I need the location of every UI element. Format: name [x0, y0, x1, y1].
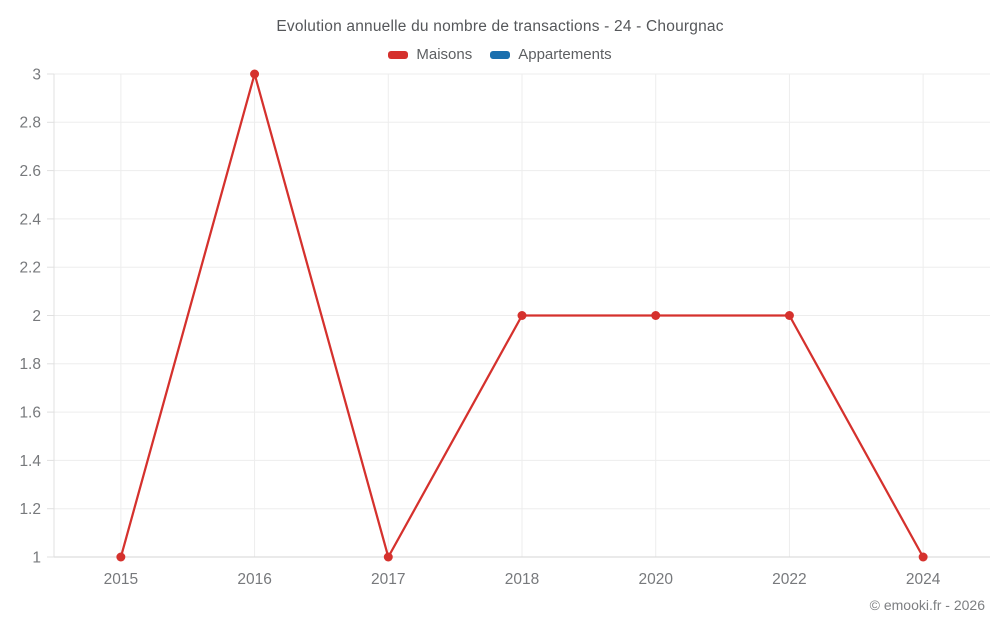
x-tick-label: 2017: [371, 571, 405, 588]
y-tick-label: 2.4: [19, 211, 41, 228]
x-tick-label: 2015: [104, 571, 138, 588]
x-tick-label: 2018: [505, 571, 539, 588]
y-tick-label: 1.6: [19, 405, 41, 422]
x-tick-label: 2022: [772, 571, 806, 588]
legend-item-maisons[interactable]: Maisons: [388, 46, 472, 63]
maisons-series-swatch-icon: [388, 50, 409, 59]
x-tick-label: 2020: [638, 571, 673, 588]
legend-label-maisons: Maisons: [416, 46, 473, 63]
data-point-maisons-2024[interactable]: [918, 552, 928, 562]
y-tick-label: 1.8: [19, 356, 41, 373]
y-tick-label: 1.2: [19, 501, 41, 518]
chart-legend: Maisons Appartements: [0, 46, 1000, 63]
data-point-maisons-2016[interactable]: [250, 69, 260, 79]
y-tick-label: 2: [32, 308, 41, 325]
y-tick-label: 2.6: [19, 163, 41, 180]
y-tick-label: 2.8: [19, 115, 41, 132]
data-point-maisons-2022[interactable]: [784, 311, 794, 320]
y-tick-label: 1: [32, 549, 41, 566]
data-point-maisons-2017[interactable]: [383, 552, 393, 562]
x-tick-label: 2016: [237, 571, 271, 588]
data-point-maisons-2020[interactable]: [651, 311, 661, 320]
data-point-maisons-2018[interactable]: [517, 311, 527, 320]
legend-item-appartements[interactable]: Appartements: [490, 46, 612, 63]
y-tick-label: 3: [32, 66, 41, 83]
footer-credit: © emooki.fr - 2026: [869, 597, 985, 613]
x-tick-label: 2024: [906, 571, 941, 588]
appartements-series-swatch-icon: [490, 50, 511, 59]
legend-label-appartements: Appartements: [518, 46, 612, 63]
y-tick-label: 2.2: [19, 260, 41, 277]
y-tick-label: 1.4: [19, 453, 41, 470]
chart-title: Evolution annuelle du nombre de transact…: [276, 18, 724, 35]
data-point-maisons-2015[interactable]: [116, 552, 126, 562]
